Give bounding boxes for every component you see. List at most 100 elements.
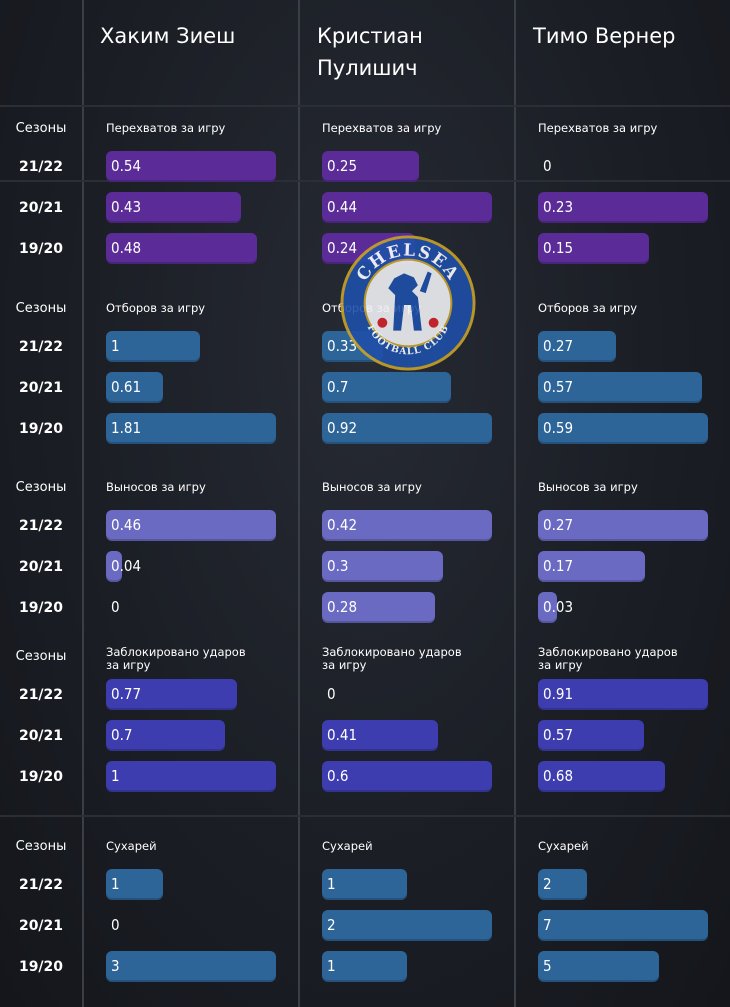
bar-value-label: 0: [111, 598, 120, 616]
bar-value-label: 0.77: [111, 685, 142, 703]
bar-value-label: 0.92: [327, 419, 358, 437]
bar: [538, 233, 649, 264]
column-divider-2: [298, 0, 300, 1007]
season-label: Сезоны: [15, 480, 67, 495]
season-label: Сезоны: [15, 121, 67, 136]
bar-value-label: 5: [543, 957, 552, 975]
metric-title: Выносов за игру: [538, 480, 638, 494]
season-year: 19/20: [18, 600, 64, 616]
season-year: 20/21: [18, 200, 64, 216]
bar: [322, 192, 492, 223]
metric-title: Отборов за игру: [106, 301, 206, 315]
bar-value-label: 0.57: [543, 726, 574, 744]
bar-value-label: 1.81: [111, 419, 142, 437]
season-label: Сезоны: [15, 301, 67, 316]
bar: [322, 761, 492, 792]
bar: [106, 951, 276, 982]
bar: [322, 720, 438, 751]
bar-value-label: 0.6: [327, 767, 349, 785]
bar-value-label: 0.25: [327, 157, 358, 175]
bar: [106, 510, 276, 541]
bar-value-label: 1: [111, 767, 120, 785]
bar-value-label: 1: [327, 957, 336, 975]
season-year: 20/21: [18, 918, 64, 934]
bar-value-label: 0.42: [327, 516, 358, 534]
bar: [538, 331, 616, 362]
bar: [538, 192, 708, 223]
season-year: 20/21: [18, 728, 64, 744]
bar-value-label: 0.91: [543, 685, 574, 703]
metric-title: Перехватов за игру: [106, 121, 226, 135]
bar: [538, 592, 557, 623]
bar-value-label: 0.04: [111, 557, 142, 575]
metric-title: Отборов за игру: [538, 301, 638, 315]
bar: [106, 151, 276, 182]
bar: [322, 510, 492, 541]
bar-value-label: 0.57: [543, 378, 574, 396]
bar: [106, 233, 257, 264]
bar-value-label: 1: [111, 337, 120, 355]
bar: [538, 720, 644, 751]
bar-value-label: 0.48: [111, 239, 142, 257]
metric-title: Сухарей: [106, 839, 157, 853]
bar-value-label: 0.46: [111, 516, 142, 534]
bar: [322, 951, 407, 982]
bar: [106, 331, 200, 362]
bar: [322, 592, 435, 623]
season-label: Сезоны: [15, 839, 67, 854]
bar: [322, 372, 451, 403]
bar-value-label: 3: [111, 957, 120, 975]
metric-title: Перехватов за игру: [538, 121, 658, 135]
bar-value-label: 0.27: [543, 516, 574, 534]
bar: [106, 372, 163, 403]
season-year: 21/22: [18, 518, 64, 534]
bar: [106, 869, 163, 900]
bar-value-label: 0: [543, 157, 552, 175]
bar-value-label: 2: [327, 916, 336, 934]
bar-value-label: 0: [327, 685, 336, 703]
bar: [106, 192, 241, 223]
bar-value-label: 0.17: [543, 557, 574, 575]
bar-value-label: 0.41: [327, 726, 358, 744]
bar: [106, 720, 225, 751]
bar: [538, 910, 708, 941]
bar-value-label: 1: [111, 875, 120, 893]
player-name-3: Тимо Вернер: [533, 24, 676, 48]
season-year: 19/20: [18, 959, 64, 975]
bar: [538, 679, 708, 710]
bar-value-label: 0.7: [327, 378, 349, 396]
bar: [538, 510, 708, 541]
bar-value-label: 0.68: [543, 767, 574, 785]
bar-value-label: 0.27: [543, 337, 574, 355]
season-label: Сезоны: [15, 649, 67, 664]
bar-value-label: 0.24: [327, 239, 358, 257]
bar: [322, 551, 443, 582]
bar: [538, 372, 702, 403]
chelsea-logo-icon: CHELSEA FOOTBALL CLUB: [340, 235, 476, 371]
metric-title: Выносов за игру: [322, 480, 422, 494]
bar-value-label: 7: [543, 916, 552, 934]
bar-value-label: 0.3: [327, 557, 349, 575]
bar-value-label: 0.33: [327, 337, 358, 355]
bar-value-label: 0.7: [111, 726, 133, 744]
metric-title: Сухарей: [538, 839, 589, 853]
metric-title: Сухарей: [322, 839, 373, 853]
column-divider-3: [514, 0, 516, 1007]
metric-title: Перехватов за игру: [322, 121, 442, 135]
bar-value-label: 0.28: [327, 598, 358, 616]
bar: [106, 761, 276, 792]
season-year: 19/20: [18, 421, 64, 437]
season-year: 20/21: [18, 380, 64, 396]
bar-value-label: 0.03: [543, 598, 574, 616]
bar-value-label: 0.44: [327, 198, 358, 216]
metric-title: Заблокировано ударов за игру: [106, 645, 246, 672]
season-year: 21/22: [18, 877, 64, 893]
metric-title: Выносов за игру: [106, 480, 206, 494]
metric-title: Заблокировано ударов за игру: [538, 645, 678, 672]
bar-value-label: 0.59: [543, 419, 574, 437]
bar-value-label: 2: [543, 875, 552, 893]
column-divider-1: [82, 0, 84, 1007]
season-year: 20/21: [18, 559, 64, 575]
bar: [106, 551, 122, 582]
bar: [106, 413, 276, 444]
